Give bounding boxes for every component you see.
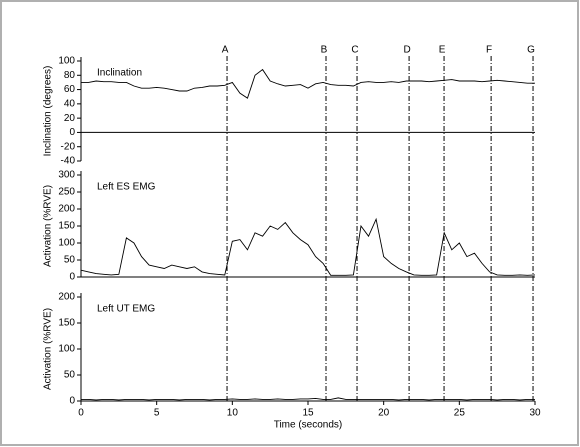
y-tick-label: 150 (58, 318, 75, 329)
signal-line (81, 397, 535, 401)
event-label: F (486, 45, 492, 56)
panel-title: Left UT EMG (97, 304, 155, 315)
y-axis-label: Activation (%RVE) (43, 308, 54, 390)
y-tick-label: 50 (64, 255, 76, 266)
x-tick-label: 15 (302, 408, 314, 419)
y-tick-label: 0 (69, 396, 75, 407)
x-tick-label: 10 (227, 408, 239, 419)
y-tick-label: 150 (58, 221, 75, 232)
y-tick-label: 200 (58, 292, 75, 303)
event-label: A (222, 45, 229, 56)
event-label: D (403, 45, 410, 56)
y-tick-label: 0 (69, 127, 75, 138)
x-tick-label: 30 (529, 408, 541, 419)
panel-title: Left ES EMG (97, 182, 156, 193)
y-tick-label: 100 (58, 238, 75, 249)
x-tick-label: 5 (154, 408, 160, 419)
y-tick-label: 50 (64, 370, 76, 381)
event-label: C (351, 45, 358, 56)
x-axis-label: Time (seconds) (274, 420, 343, 431)
y-tick-label: 300 (58, 170, 75, 181)
x-tick-label: 25 (454, 408, 466, 419)
y-tick-label: 20 (64, 113, 76, 124)
x-tick-label: 0 (78, 408, 84, 419)
signal-line (80, 217, 536, 276)
event-label: B (321, 45, 328, 56)
x-tick-label: 20 (378, 408, 390, 419)
y-tick-label: -40 (61, 156, 76, 167)
event-label: E (439, 45, 446, 56)
y-axis-label: Activation (%RVE) (43, 185, 54, 267)
y-tick-label: 40 (64, 98, 76, 109)
y-tick-label: 80 (64, 70, 76, 81)
panel-title: Inclination (97, 68, 142, 79)
y-tick-label: 250 (58, 187, 75, 198)
y-tick-label: 0 (69, 272, 75, 283)
signal-line (81, 68, 535, 99)
y-tick-label: 100 (58, 344, 75, 355)
y-axis-label: Inclination (degrees) (43, 66, 54, 157)
y-tick-label: 200 (58, 204, 75, 215)
y-tick-label: -20 (61, 141, 76, 152)
y-tick-label: 60 (64, 84, 76, 95)
event-label: G (527, 45, 535, 56)
y-tick-label: 100 (58, 56, 75, 67)
